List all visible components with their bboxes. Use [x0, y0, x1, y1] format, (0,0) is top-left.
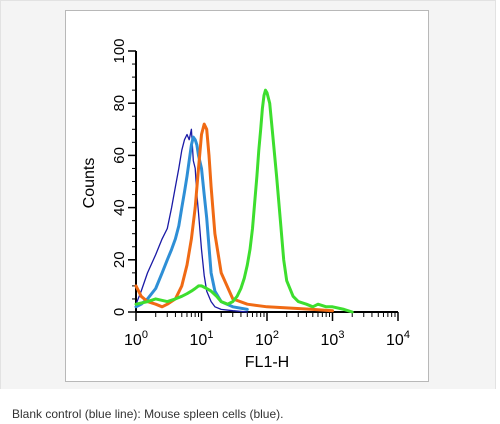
- y-tick-label: 40: [111, 199, 128, 216]
- y-tick-label: 60: [111, 147, 128, 164]
- series-line-4: [134, 88, 354, 314]
- series-line-2: [134, 135, 249, 311]
- x-tick-label: 103: [321, 329, 345, 349]
- x-axis-label: FL1-H: [245, 354, 289, 371]
- chart-frame: 0 20 40 60 80 100 100 101 102 103 104 Counts FL1-…: [65, 10, 429, 382]
- x-tick-label: 102: [255, 329, 279, 349]
- x-tick-label: 100: [124, 329, 148, 349]
- x-axis-ticks: 100 101 102 103 104: [124, 312, 410, 349]
- x-tick-label: 101: [190, 329, 214, 349]
- y-tick-label: 20: [111, 251, 128, 268]
- figure-panel: 0 20 40 60 80 100 100 101 102 103 104 Counts FL1-…: [0, 0, 496, 390]
- y-tick-label: 80: [111, 95, 128, 112]
- histogram-chart: 0 20 40 60 80 100 100 101 102 103 104 Counts FL1-…: [81, 38, 410, 371]
- y-axis-label: Counts: [81, 158, 98, 209]
- y-tick-label: 0: [111, 308, 128, 316]
- series-line-3: [134, 122, 334, 313]
- caption-bar: Blank control (blue line): Mouse spleen …: [0, 389, 500, 424]
- series-lines: [134, 88, 354, 314]
- y-axis-ticks: 0 20 40 60 80 100: [111, 38, 136, 316]
- y-tick-label: 100: [111, 38, 128, 63]
- figure-caption: Blank control (blue line): Mouse spleen …: [12, 407, 284, 421]
- x-tick-label: 104: [386, 329, 410, 349]
- series-line-1: [135, 128, 248, 313]
